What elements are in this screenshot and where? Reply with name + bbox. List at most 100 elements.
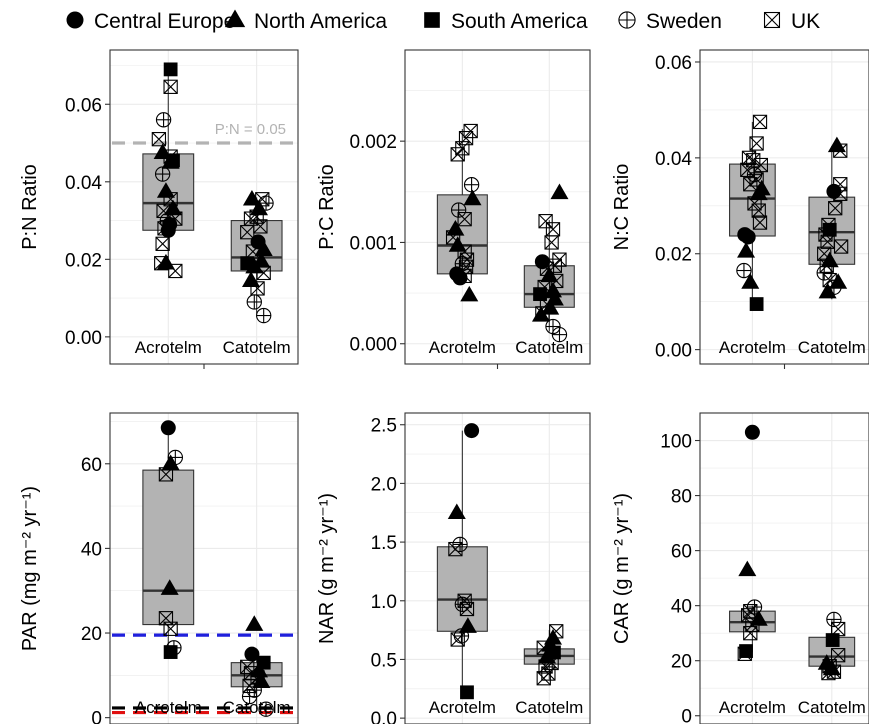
point-central-europe: [244, 646, 260, 662]
point-south-america: [163, 62, 178, 77]
category-label-catotelm: Catotelm: [798, 698, 866, 717]
y-axis-title: N:C Ratio: [611, 164, 633, 251]
box-acrotelm: [142, 429, 195, 653]
plot-area: [405, 50, 590, 364]
point-uk: [250, 281, 265, 296]
data-points: [151, 62, 274, 324]
point-uk: [833, 239, 849, 254]
panel-par: 0 20 40 60 Acrotelm Catotelm PAR (mg m⁻² yr⁻¹): [19, 412, 299, 724]
box-acrotelm: [436, 430, 488, 693]
y-tick-label: 40: [81, 539, 102, 560]
point-north-america: [242, 271, 260, 287]
y-tick-label: 0.5: [371, 650, 397, 671]
point-north-america: [818, 282, 837, 299]
point-uk: [155, 236, 170, 251]
point-uk: [256, 265, 271, 281]
point-sweden: [246, 294, 262, 310]
category-label-acrotelm: Acrotelm: [429, 338, 496, 357]
legend-item-south-america: South America: [424, 10, 588, 33]
data-points: [158, 420, 274, 717]
point-uk: [746, 153, 761, 168]
point-north-america: [749, 184, 768, 201]
point-uk: [737, 646, 752, 661]
category-label-acrotelm: Acrotelm: [135, 698, 202, 717]
legend-marker-uk: [763, 11, 781, 29]
point-uk: [448, 541, 463, 557]
point-sweden: [450, 202, 467, 218]
category-label-acrotelm: Acrotelm: [429, 698, 496, 717]
point-sweden: [463, 177, 480, 193]
panel-nar: 0.0 0.5 1.0 1.5 2.0 2.5 Acrotelm Catotelm NAR (g…: [316, 412, 591, 724]
point-sweden: [154, 166, 171, 182]
point-central-europe: [160, 420, 176, 436]
y-tick-label: 0.001: [349, 233, 397, 254]
point-north-america: [737, 242, 756, 258]
category-label-acrotelm: Acrotelm: [719, 338, 786, 357]
point-uk: [536, 671, 551, 686]
point-uk: [151, 132, 167, 147]
category-label-acrotelm: Acrotelm: [719, 698, 786, 717]
point-south-america: [825, 633, 840, 647]
category-label-catotelm: Catotelm: [798, 338, 866, 357]
box-iqr: [436, 546, 488, 632]
y-tick-label: 20: [81, 624, 102, 645]
point-uk: [752, 215, 768, 230]
category-label-acrotelm: Acrotelm: [135, 338, 202, 357]
y-axis-title: CAR (g m⁻² yr⁻¹): [611, 493, 633, 644]
point-north-america: [249, 661, 268, 678]
point-uk: [833, 186, 848, 201]
point-uk: [821, 665, 836, 681]
y-tick-label: 20: [671, 652, 692, 673]
legend-item-north-america: North America: [224, 9, 387, 33]
y-tick-label: 0.0: [371, 709, 397, 724]
point-north-america: [447, 503, 466, 520]
point-uk: [450, 147, 465, 162]
legend: Central Europe North America South America…: [66, 9, 820, 33]
point-uk: [752, 114, 768, 130]
y-tick-label: 2.5: [371, 416, 397, 437]
point-north-america: [252, 672, 271, 688]
y-tick-label: 0: [681, 707, 692, 724]
point-uk: [743, 626, 758, 641]
category-label-catotelm: Catotelm: [223, 338, 291, 357]
reference-line-label: P:N = 0.05: [215, 121, 286, 138]
legend-label: North America: [254, 10, 387, 33]
point-central-europe: [740, 229, 756, 245]
point-central-europe: [452, 270, 468, 286]
y-tick-label: 80: [671, 487, 692, 508]
point-sweden: [551, 326, 568, 343]
point-uk: [544, 235, 559, 250]
panel-p-n: P:N = 0.05 0.00 0.02 0.04 0.06 Acrotelm Catote…: [19, 49, 299, 369]
point-uk: [751, 203, 766, 218]
point-uk: [747, 196, 762, 211]
data-points: [737, 424, 846, 681]
point-north-america: [163, 199, 182, 216]
point-uk: [459, 601, 475, 617]
point-uk: [240, 225, 255, 240]
legend-item-central-europe: Central Europe: [66, 10, 235, 33]
panel-n-c: 0.00 0.02 0.04 0.06 Acrotelm Catotelm N:C Rati…: [611, 49, 869, 369]
legend-marker-south-america: [424, 12, 440, 28]
legend-marker-sweden: [618, 11, 636, 29]
point-sweden: [256, 307, 272, 324]
legend-marker-central-europe: [66, 11, 84, 29]
data-points: [447, 423, 564, 700]
y-tick-label: 0.02: [65, 250, 102, 271]
point-uk: [457, 212, 472, 227]
plot-area: [700, 413, 869, 724]
point-north-america: [544, 281, 562, 298]
y-tick-label: 0: [91, 709, 102, 724]
point-north-america: [161, 153, 180, 169]
legend-item-sweden: Sweden: [618, 10, 722, 33]
point-north-america: [738, 560, 757, 577]
point-central-europe: [744, 424, 760, 440]
panel-border: [109, 412, 299, 724]
point-south-america: [749, 297, 764, 311]
category-label-catotelm: Catotelm: [515, 338, 583, 357]
point-uk: [450, 632, 465, 647]
y-tick-label: 0.02: [655, 245, 692, 266]
point-north-america: [550, 183, 569, 200]
point-sweden: [258, 701, 274, 717]
